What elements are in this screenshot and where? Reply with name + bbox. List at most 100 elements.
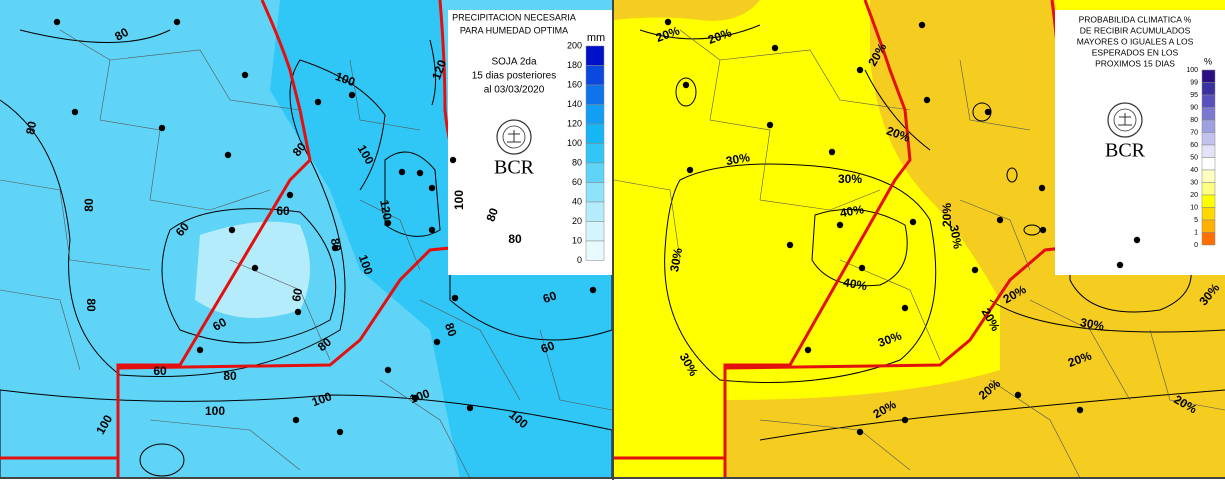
legend-label: 99 xyxy=(1190,79,1198,86)
contour-label: 40% xyxy=(842,275,868,293)
contour-label: 60 xyxy=(289,287,305,303)
station-dot xyxy=(286,191,294,199)
logo-scale xyxy=(507,130,521,143)
legend-swatch xyxy=(585,221,605,242)
contour-label: 60 xyxy=(276,204,290,218)
legend-label: 0 xyxy=(577,255,582,265)
legend-label: 160 xyxy=(567,79,582,89)
legend-swatch xyxy=(585,45,605,66)
station-dot xyxy=(433,338,441,346)
legend-label: 180 xyxy=(567,60,582,70)
station-dot xyxy=(1116,261,1124,269)
right-map xyxy=(613,0,1225,479)
legend-label: 20 xyxy=(1190,192,1198,199)
contour-label: 60 xyxy=(539,338,557,356)
station-dot xyxy=(173,18,181,26)
contour-label: 40% xyxy=(839,202,865,220)
legend-swatch xyxy=(1201,107,1216,121)
legend-swatch xyxy=(1201,94,1216,108)
logo-text: BCR xyxy=(494,157,535,179)
legend-label: 5 xyxy=(1194,217,1198,224)
station-dot xyxy=(589,286,597,294)
station-dot xyxy=(466,404,474,412)
station-dot xyxy=(1076,406,1084,414)
station-dot xyxy=(224,151,232,159)
contour-label: 20% xyxy=(940,203,954,227)
contour-label: 60 xyxy=(210,315,229,334)
contour-label: 100 xyxy=(356,253,376,277)
station-dot xyxy=(331,244,339,252)
station-dot xyxy=(228,226,236,234)
contour-label: 100 xyxy=(205,404,225,418)
station-dot xyxy=(449,156,457,164)
station-dot xyxy=(241,71,249,79)
legend-swatch xyxy=(585,123,605,144)
station-dot xyxy=(158,124,166,132)
logo-seal-inner xyxy=(502,125,526,149)
left-map xyxy=(0,0,613,479)
contour-label: 30% xyxy=(947,224,965,250)
station-dot xyxy=(804,346,812,354)
legend-swatch xyxy=(585,65,605,86)
legend-swatch xyxy=(1201,182,1216,196)
legend-swatch xyxy=(1201,194,1216,208)
legend-swatch xyxy=(1201,69,1216,83)
logo-seal-inner xyxy=(1113,108,1137,132)
map-title: DE RECIBIR ACUMULADOS xyxy=(1080,25,1191,35)
legend-unit: mm xyxy=(587,32,605,44)
logo-scale xyxy=(1118,113,1132,126)
station-dot xyxy=(836,221,844,229)
legend-label: 60 xyxy=(1190,142,1198,149)
legend-swatch xyxy=(1201,232,1216,246)
map-title: ESPERADOS EN LOS xyxy=(1092,47,1179,57)
station-dot xyxy=(686,166,694,174)
station-dot xyxy=(416,169,424,177)
station-dot xyxy=(1039,226,1047,234)
legend-label: 0 xyxy=(1194,242,1198,249)
contour-label: 80 xyxy=(23,120,39,136)
contour-label: 60 xyxy=(541,288,559,306)
contour-label: 30% xyxy=(1079,315,1105,333)
legend-label: 80 xyxy=(1190,117,1198,124)
station-dot xyxy=(856,428,864,436)
station-dot xyxy=(1038,184,1046,192)
map-title: PRECIPITACION NECESARIA xyxy=(452,12,576,22)
station-dot xyxy=(428,184,436,192)
contour-label: 80 xyxy=(84,298,98,312)
legend-label: 95 xyxy=(1190,92,1198,99)
contour-label: 80 xyxy=(442,321,460,339)
legend-label: 50 xyxy=(1190,154,1198,161)
station-dot xyxy=(398,168,406,176)
contour-label: 100 xyxy=(310,389,334,409)
contour-label: 100 xyxy=(333,69,357,89)
legend-swatch xyxy=(585,162,605,183)
contour-label: 80 xyxy=(112,25,131,44)
contour-label: 100 xyxy=(408,386,432,406)
station-dot xyxy=(314,98,322,106)
station-dot xyxy=(664,18,672,26)
legend-swatch xyxy=(1201,144,1216,158)
legend-swatch xyxy=(1201,169,1216,183)
station-dot xyxy=(828,148,836,156)
station-dot xyxy=(384,366,392,374)
station-dot xyxy=(1014,391,1022,399)
station-dot xyxy=(196,346,204,354)
legend-swatch xyxy=(1201,207,1216,221)
contour-label: 30% xyxy=(667,246,685,272)
legend-label: 10 xyxy=(1190,204,1198,211)
legend-label: 30 xyxy=(1190,179,1198,186)
station-dot xyxy=(909,218,917,226)
map-title: PROXIMOS 15 DIAS xyxy=(1095,58,1175,68)
legend-swatch xyxy=(1201,219,1216,233)
legend-label: 70 xyxy=(1190,129,1198,136)
station-dot xyxy=(771,44,779,52)
contour-label: 30% xyxy=(725,150,751,168)
legend-label: 20 xyxy=(572,216,582,226)
station-dot xyxy=(53,18,61,26)
station-dot xyxy=(294,308,302,316)
station-dot xyxy=(858,264,866,272)
contour-label: 80 xyxy=(223,369,237,383)
legend-label: 200 xyxy=(567,40,582,50)
contour-label: 80 xyxy=(483,206,501,224)
